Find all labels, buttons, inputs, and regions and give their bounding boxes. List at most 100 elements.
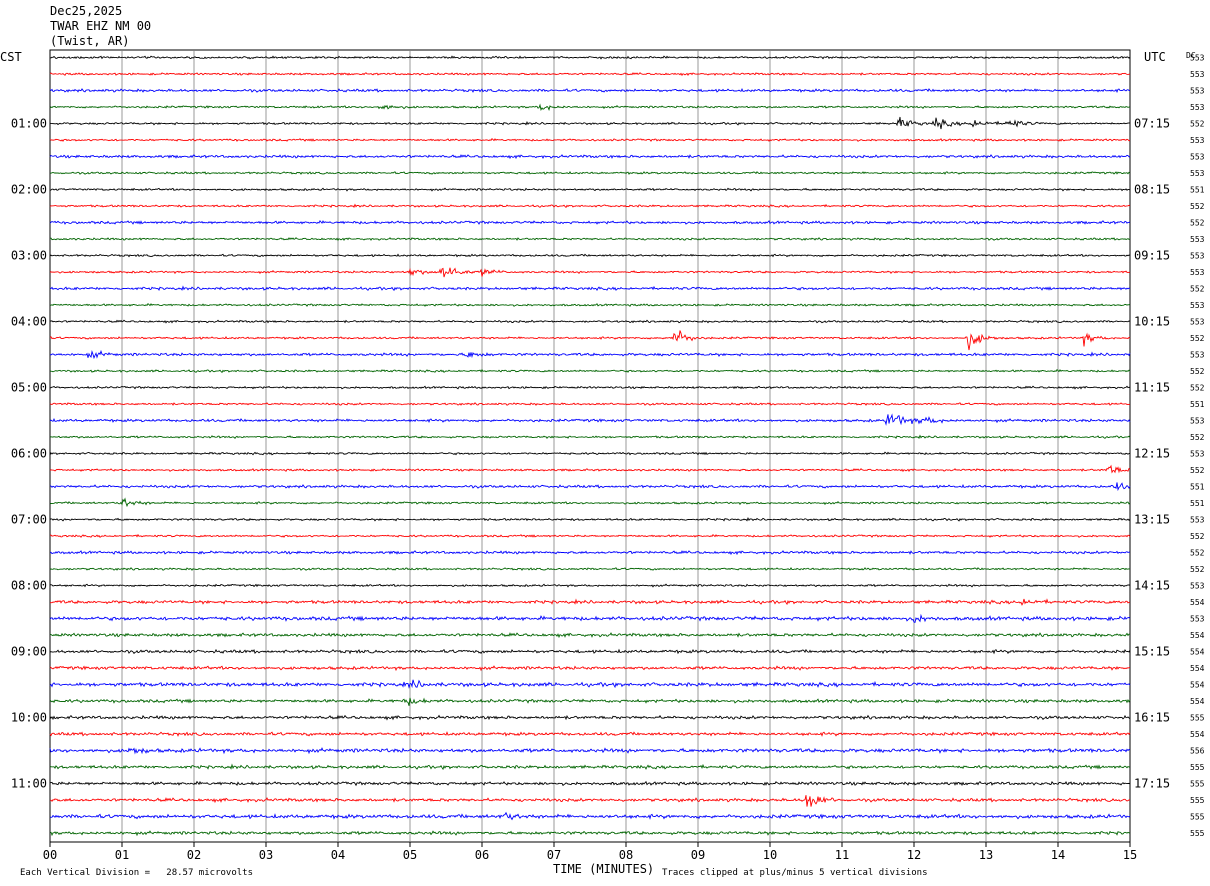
left-hour-label: 10:00 [11, 711, 47, 725]
seismic-trace-30 [49, 550, 1131, 556]
seismic-trace-6 [49, 154, 1131, 160]
traces-layer [49, 55, 1131, 837]
x-tick-label: 09 [691, 848, 705, 862]
dc-offset-label: 554 [1190, 631, 1205, 640]
seismic-trace-28 [49, 516, 1131, 522]
seismic-trace-4 [49, 116, 1131, 130]
seismic-trace-38 [49, 679, 1131, 689]
seismic-trace-40 [49, 714, 1131, 721]
clip-note: Traces clipped at plus/minus 5 vertical … [662, 868, 928, 878]
dc-offset-label: 551 [1190, 186, 1205, 195]
seismic-trace-0 [49, 55, 1131, 60]
dc-offset-label: 552 [1190, 367, 1205, 376]
seismic-trace-14 [49, 285, 1131, 292]
dc-offset-label: 553 [1190, 351, 1205, 360]
dc-offset-label: 552 [1190, 384, 1205, 393]
right-hour-label: 14:15 [1134, 579, 1170, 593]
right-hour-label: 08:15 [1134, 183, 1170, 197]
x-tick-label: 12 [907, 848, 921, 862]
seismic-trace-21 [49, 402, 1131, 406]
dc-offset-label: 553 [1190, 252, 1205, 261]
seismic-trace-44 [49, 780, 1131, 787]
scale-note: Each Vertical Division = 28.57 microvolt… [20, 868, 253, 878]
x-tick-label: 03 [259, 848, 273, 862]
left-hour-label: 06:00 [11, 447, 47, 461]
seismic-trace-45 [49, 795, 1131, 807]
x-tick-label: 15 [1123, 848, 1137, 862]
seismic-trace-16 [49, 319, 1131, 324]
dc-offset-label: 555 [1190, 714, 1205, 723]
seismic-trace-15 [49, 302, 1131, 307]
x-tick-label: 10 [763, 848, 777, 862]
seismic-trace-32 [49, 583, 1131, 588]
left-hour-label: 05:00 [11, 381, 47, 395]
x-tick-label: 06 [475, 848, 489, 862]
seismic-trace-25 [49, 464, 1131, 474]
right-hour-label: 15:15 [1134, 645, 1170, 659]
left-hour-label: 01:00 [11, 117, 47, 131]
dc-offset-label: 555 [1190, 813, 1205, 822]
seismic-trace-29 [49, 533, 1131, 538]
seismic-trace-35 [49, 632, 1131, 639]
header-date: Dec25,2025 [50, 4, 123, 18]
dc-offset-label: 553 [1190, 169, 1205, 178]
dc-offset-label: 555 [1190, 829, 1205, 838]
dc-offset-label: 553 [1190, 70, 1205, 79]
seismic-trace-22 [49, 413, 1131, 426]
left-hour-label: 07:00 [11, 513, 47, 527]
seismic-trace-36 [49, 648, 1131, 655]
seismic-trace-26 [49, 482, 1131, 492]
dc-offset-label: 551 [1190, 499, 1205, 508]
seismic-trace-47 [49, 830, 1131, 837]
dc-header: DC [1186, 51, 1196, 60]
dc-offset-label: 552 [1190, 285, 1205, 294]
dc-offset-label: 554 [1190, 681, 1205, 690]
seismic-trace-39 [49, 697, 1131, 706]
seismic-trace-23 [49, 434, 1131, 440]
right-hour-label: 13:15 [1134, 513, 1170, 527]
x-tick-label: 11 [835, 848, 849, 862]
dc-offset-label: 553 [1190, 136, 1205, 145]
dc-offset-label: 553 [1190, 417, 1205, 426]
right-hour-label: 12:15 [1134, 447, 1170, 461]
seismic-trace-11 [49, 237, 1131, 242]
dc-offset-label: 553 [1190, 268, 1205, 277]
x-tick-label: 13 [979, 848, 993, 862]
seismic-trace-9 [49, 203, 1131, 209]
dc-offset-label: 555 [1190, 780, 1205, 789]
dc-offset-label: 556 [1190, 747, 1205, 756]
seismic-trace-19 [49, 368, 1131, 374]
seismic-trace-12 [49, 253, 1131, 258]
dc-offset-label: 553 [1190, 516, 1205, 525]
dc-offset-label: 554 [1190, 648, 1205, 657]
dc-offset-label: 553 [1190, 301, 1205, 310]
seismic-trace-3 [49, 103, 1131, 111]
seismic-trace-33 [50, 598, 1131, 606]
x-axis-label: TIME (MINUTES) [553, 862, 654, 876]
dc-offset-label: 553 [1190, 54, 1205, 63]
dc-offset-label: 553 [1190, 153, 1205, 162]
seismic-trace-5 [49, 137, 1131, 142]
x-tick-label: 07 [547, 848, 561, 862]
left-hour-label: 03:00 [11, 249, 47, 263]
seismic-trace-41 [49, 731, 1131, 737]
dc-offset-label: 553 [1190, 615, 1205, 624]
seismic-trace-10 [49, 219, 1131, 225]
x-tick-label: 08 [619, 848, 633, 862]
x-tick-label: 01 [115, 848, 129, 862]
right-zone-label: UTC [1144, 50, 1166, 64]
dc-offset-label: 555 [1190, 796, 1205, 805]
seismic-trace-27 [49, 497, 1131, 508]
left-hour-label: 02:00 [11, 183, 47, 197]
x-tick-label: 00 [43, 848, 57, 862]
header-station: TWAR EHZ NM 00 [50, 19, 152, 33]
dc-offset-label: 553 [1190, 582, 1205, 591]
x-tick-label: 04 [331, 848, 345, 862]
dc-offset-label: 554 [1190, 697, 1205, 706]
dc-offset-label: 552 [1190, 219, 1205, 228]
left-hour-label: 08:00 [11, 579, 47, 593]
dc-offset-label: 553 [1190, 318, 1205, 327]
dc-offset-label: 552 [1190, 202, 1205, 211]
seismic-trace-7 [49, 171, 1131, 175]
